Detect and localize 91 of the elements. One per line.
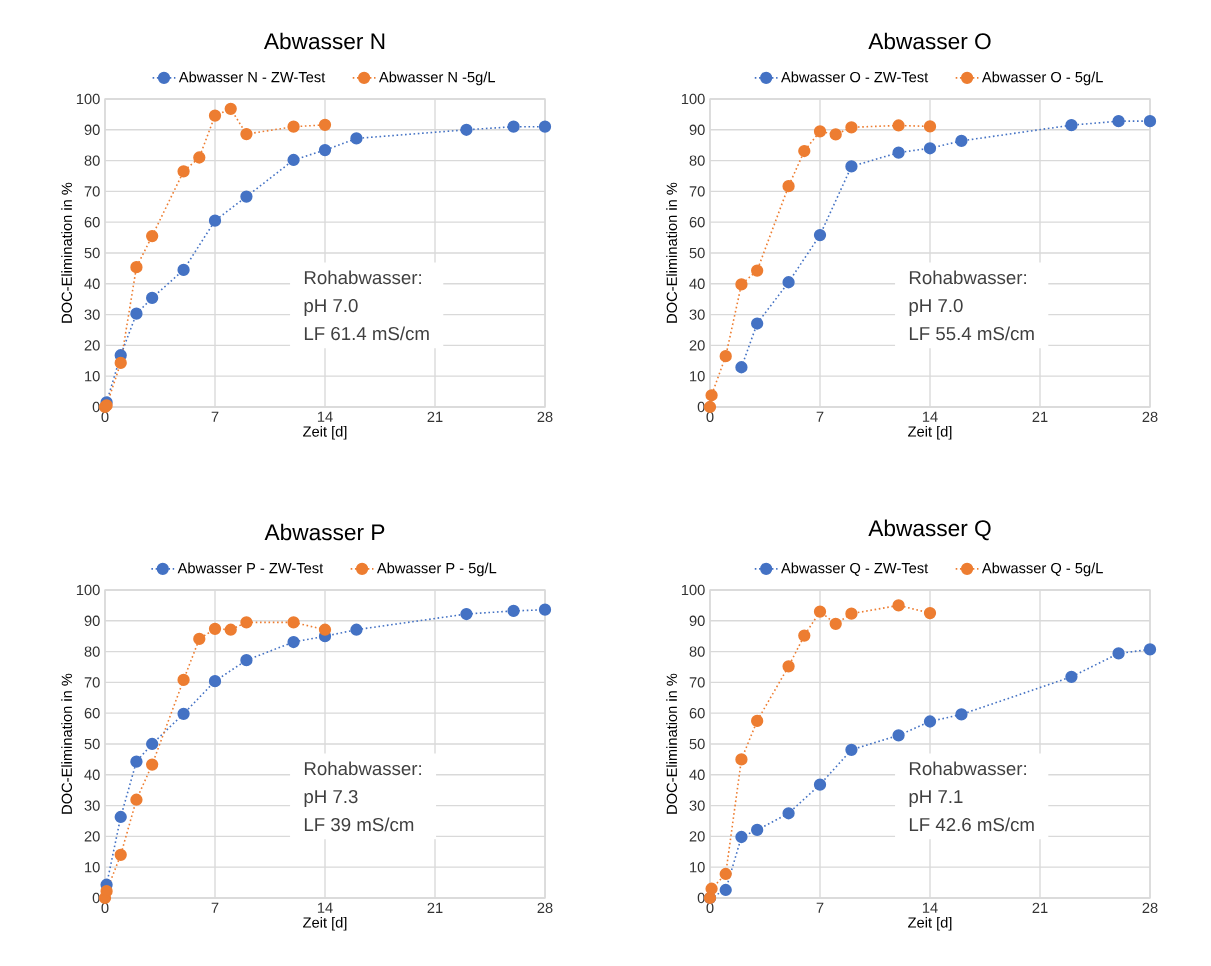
y-tick-label: 100 — [681, 93, 705, 105]
annotation: Rohabwasser: — [304, 761, 421, 776]
chart-title: Abwasser P — [264, 523, 385, 541]
y-tick-label: 100 — [76, 93, 100, 105]
y-tick-label: 30 — [84, 800, 100, 811]
x-tick-label: 7 — [816, 411, 824, 422]
y-tick-label: 30 — [84, 309, 100, 320]
y-tick-label: 40 — [84, 769, 100, 780]
x-tick-label: 14 — [317, 902, 333, 913]
y-tick-label: 50 — [689, 738, 705, 750]
y-tick-label: 10 — [690, 862, 705, 873]
chart-title: Abwasser N — [263, 32, 385, 50]
y-axis-title: DOC-Elimination in % — [61, 673, 72, 814]
x-tick-label: 0 — [706, 411, 714, 423]
y-tick-label: 50 — [84, 247, 100, 259]
annotation: LF 42.6 mS/cm — [909, 817, 1034, 832]
x-axis-title: Zeit [d] — [908, 425, 952, 440]
annotation: Rohabwasser: — [909, 761, 1026, 776]
y-tick-label: 100 — [681, 584, 705, 596]
y-tick-label: 100 — [76, 584, 100, 596]
y-tick-label: 40 — [84, 278, 100, 289]
annotation: LF 39 mS/cm — [304, 817, 414, 832]
y-tick-label: 70 — [84, 186, 100, 197]
y-tick-label: 20 — [689, 831, 705, 842]
y-tick-label: 40 — [689, 278, 705, 289]
x-axis-title: Zeit [d] — [303, 425, 347, 440]
x-tick-label: 14 — [922, 411, 938, 422]
annotation: pH 7.3 — [304, 789, 358, 807]
y-tick-label: 80 — [84, 155, 100, 166]
chart-title: Abwasser Q — [868, 519, 991, 541]
y-axis-title: DOC-Elimination in % — [666, 673, 678, 814]
legend-label: Abwasser N -5g/L — [378, 71, 496, 86]
annotation: pH 7.0 — [909, 298, 963, 316]
y-tick-label: 10 — [85, 862, 100, 873]
y-tick-label: 20 — [689, 340, 705, 351]
legend-label: Abwasser Q - ZW-Test — [781, 562, 929, 576]
y-tick-label: 20 — [84, 831, 100, 842]
y-tick-label: 90 — [84, 124, 100, 135]
y-tick-label: 70 — [689, 677, 705, 688]
legend-label: Abwasser P - 5g/L — [376, 562, 497, 577]
annotation: pH 7.1 — [909, 790, 963, 807]
x-tick-label: 7 — [211, 902, 219, 913]
y-axis-title: DOC-Elimination in % — [666, 182, 678, 323]
legend-label: Abwasser Q - 5g/L — [981, 562, 1103, 577]
y-tick-label: 40 — [689, 769, 705, 780]
annotation: LF 55.4 mS/cm — [909, 326, 1034, 341]
x-tick-label: 21 — [1032, 411, 1048, 422]
x-tick-label: 21 — [427, 411, 443, 422]
y-tick-label: 30 — [689, 309, 705, 320]
annotation: pH 7.0 — [304, 298, 358, 316]
y-tick-label: 70 — [689, 186, 705, 197]
chart-title: Abwasser O — [868, 32, 991, 50]
x-tick-label: 14 — [922, 902, 938, 913]
y-tick-label: 30 — [689, 800, 705, 811]
y-tick-label: 90 — [689, 615, 705, 626]
y-tick-label: 80 — [84, 646, 100, 657]
y-tick-label: 10 — [690, 371, 705, 382]
x-tick-label: 28 — [1142, 902, 1158, 914]
y-tick-label: 50 — [689, 247, 705, 259]
y-tick-label: 60 — [84, 708, 100, 719]
legend-label: Abwasser O - 5g/L — [981, 71, 1103, 86]
annotation: LF 61.4 mS/cm — [304, 326, 429, 341]
y-tick-label: 90 — [689, 124, 705, 135]
annotation: Rohabwasser: — [304, 270, 421, 285]
y-tick-label: 60 — [689, 217, 705, 228]
y-tick-label: 90 — [84, 615, 100, 626]
x-tick-label: 21 — [427, 902, 443, 913]
x-tick-label: 0 — [101, 902, 109, 914]
y-tick-label: 70 — [84, 677, 100, 688]
x-axis-title: Zeit [d] — [303, 916, 347, 931]
y-axis-title: DOC-Elimination in % — [61, 182, 72, 323]
y-tick-label: 80 — [689, 155, 705, 166]
x-tick-label: 28 — [537, 902, 553, 914]
x-tick-label: 0 — [101, 411, 109, 423]
x-tick-label: 28 — [1142, 411, 1158, 423]
annotation: Rohabwasser: — [909, 270, 1026, 285]
x-tick-label: 7 — [816, 902, 824, 913]
x-tick-label: 14 — [317, 411, 333, 422]
x-tick-label: 7 — [211, 411, 219, 422]
x-axis-title: Zeit [d] — [908, 916, 952, 931]
legend-label: Abwasser O - ZW-Test — [781, 71, 929, 83]
y-tick-label: 60 — [689, 708, 705, 719]
legend-label: Abwasser N - ZW-Test — [178, 71, 326, 83]
legend-label: Abwasser P - ZW-Test — [177, 562, 324, 574]
x-tick-label: 28 — [537, 411, 553, 423]
y-tick-label: 50 — [84, 738, 100, 750]
y-tick-label: 20 — [84, 340, 100, 351]
y-tick-label: 80 — [689, 646, 705, 657]
y-tick-label: 10 — [85, 371, 100, 382]
x-tick-label: 21 — [1032, 902, 1048, 913]
y-tick-label: 60 — [84, 217, 100, 228]
